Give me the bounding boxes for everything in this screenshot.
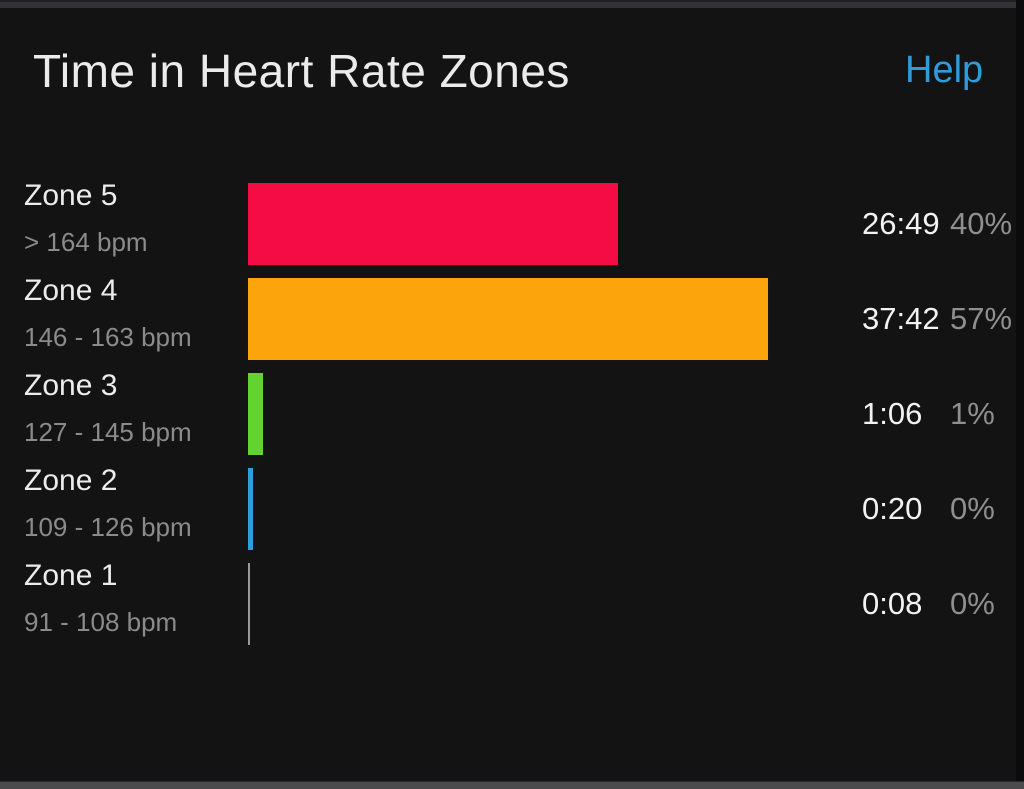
zone-bpm-range: 127 - 145 bpm — [24, 416, 192, 447]
right-edge-strip — [1016, 0, 1024, 781]
zone-label-block: Zone 4 146 - 163 bpm — [24, 274, 239, 352]
zone-time-value: 37:42 — [862, 301, 940, 336]
zone-label: Zone 3 — [24, 369, 118, 402]
zone-bpm-range: > 164 bpm — [24, 226, 148, 257]
heart-rate-zones-card: Time in Heart Rate Zones Help Zone 5 > 1… — [0, 8, 1016, 781]
top-edge-strip — [0, 0, 1016, 8]
zone-label-block: Zone 1 91 - 108 bpm — [24, 559, 239, 637]
zone-label-block: Zone 3 127 - 145 bpm — [24, 369, 239, 447]
zone-bpm-range: 109 - 126 bpm — [24, 511, 192, 542]
zone-bpm-range: 146 - 163 bpm — [24, 321, 192, 352]
zone-time-value: 26:49 — [862, 206, 940, 241]
zone-percent-value: 40% — [950, 206, 1013, 241]
zone-time-value: 1:06 — [862, 396, 923, 431]
zone-time-value: 0:08 — [862, 586, 923, 621]
zone-percent-value: 0% — [950, 586, 995, 621]
zone-percent-value: 1% — [950, 396, 995, 431]
help-link[interactable]: Help — [905, 49, 984, 91]
zone1-bar — [248, 563, 250, 645]
zone-time-value: 0:20 — [862, 491, 923, 526]
zone5-bar — [248, 183, 618, 265]
zone-percent-value: 57% — [950, 301, 1013, 336]
zone-label: Zone 2 — [24, 464, 118, 497]
zone-bpm-range: 91 - 108 bpm — [24, 606, 178, 637]
zone-percent-value: 0% — [950, 491, 995, 526]
zone-label: Zone 5 — [24, 179, 118, 212]
zone4-bar — [248, 278, 768, 360]
page-title: Time in Heart Rate Zones — [33, 45, 570, 97]
zone-label: Zone 1 — [24, 559, 118, 592]
zone-row: Zone 5 > 164 bpm 26:49 40% — [0, 179, 1016, 265]
zone-row: Zone 3 127 - 145 bpm 1:06 1% — [0, 369, 1016, 455]
zone-row: Zone 2 109 - 126 bpm 0:20 0% — [0, 464, 1016, 550]
zone-row: Zone 4 146 - 163 bpm 37:42 57% — [0, 274, 1016, 360]
zone-label-block: Zone 5 > 164 bpm — [24, 179, 239, 257]
zone-row: Zone 1 91 - 108 bpm 0:08 0% — [0, 559, 1016, 645]
zone2-bar — [248, 468, 253, 550]
zone3-bar — [248, 373, 263, 455]
bottom-edge-strip — [0, 781, 1024, 789]
zone-label: Zone 4 — [24, 274, 118, 307]
zone-label-block: Zone 2 109 - 126 bpm — [24, 464, 239, 542]
